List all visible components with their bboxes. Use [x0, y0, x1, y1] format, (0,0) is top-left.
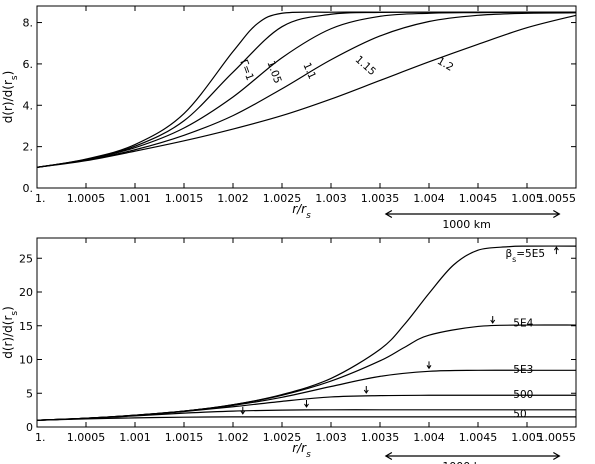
- plot-frame: [36, 5, 577, 189]
- x-tick-label: 1.003: [315, 192, 347, 205]
- x-tick-label: 1.0005: [67, 192, 106, 205]
- x-tick-label: 1.0055: [538, 431, 577, 444]
- x-tick-label: 1.0055: [538, 192, 577, 205]
- y-tick-label: 20: [19, 286, 33, 299]
- y-tick-label: 0: [26, 421, 33, 434]
- x-axis-label: r/rs: [292, 441, 311, 460]
- series-label: 1.1: [300, 61, 318, 81]
- series-line: [36, 416, 576, 421]
- x-tick-label: 1.004: [413, 431, 445, 444]
- series-label: 50: [513, 409, 526, 421]
- y-tick-label: 5: [26, 387, 33, 400]
- series-label: 1.2: [435, 55, 455, 74]
- y-tick-label: 4.: [23, 99, 34, 112]
- x-tick-label: 1.: [35, 431, 46, 444]
- x-tick-label: 1.0015: [165, 431, 204, 444]
- x-tick-label: 1.001: [119, 192, 151, 205]
- scale-bar-label: 1000 km: [442, 460, 491, 464]
- series-line: [36, 11, 577, 168]
- x-tick-label: 1.0005: [67, 431, 106, 444]
- x-tick-label: 1.003: [315, 431, 347, 444]
- series-line: [36, 409, 576, 421]
- marker-arrow-head: [240, 410, 246, 415]
- y-tick-label: 25: [19, 252, 33, 265]
- series-line: [36, 12, 577, 168]
- series-line: [36, 11, 576, 168]
- marker-arrow-head: [553, 246, 559, 251]
- x-tick-label: 1.: [35, 192, 46, 205]
- x-tick-label: 1.0045: [459, 431, 498, 444]
- x-tick-label: 1.004: [413, 192, 445, 205]
- scale-bar-arrow-right: [553, 209, 561, 219]
- marker-arrow-head: [490, 319, 496, 324]
- x-tick-label: 1.001: [119, 431, 151, 444]
- series-label: 1.15: [353, 54, 378, 79]
- x-tick-label: 1.0025: [263, 192, 302, 205]
- series-line: [36, 14, 577, 168]
- plot-frame: [36, 237, 577, 428]
- series-label: 5E3: [513, 364, 533, 376]
- marker-arrow-head: [363, 389, 369, 394]
- y-tick-label: 0.: [23, 182, 34, 195]
- x-tick-label: 1.002: [217, 431, 249, 444]
- y-tick-label: 2.: [23, 141, 34, 154]
- x-tick-label: 1.005: [511, 192, 543, 205]
- top-chart-panel: 1. 1.0005 1.001 1.0015 1.002 1.0025 1.003 1.003…: [1, 5, 577, 231]
- series-line: [36, 245, 577, 421]
- y-axis-label: d(r)/d(rs): [1, 306, 20, 359]
- x-tick-label: 1.0025: [263, 431, 302, 444]
- marker-arrow-head: [304, 403, 309, 408]
- x-tick-label: 1.005: [511, 431, 543, 444]
- bottom-chart-panel: 1. 1.0005 1.001 1.0015 1.002 1.0025 1.003 1.003…: [1, 237, 577, 464]
- series-label: 500: [513, 389, 533, 401]
- y-axis-label: d(r)/d(rs): [1, 71, 20, 124]
- y-tick-label: 15: [19, 320, 33, 333]
- series-label: 5E4: [513, 317, 533, 329]
- scale-bar-arrow-left: [384, 451, 393, 461]
- scale-bar-label: 1000 km: [442, 218, 491, 231]
- series-line: [36, 11, 576, 168]
- x-tick-label: 1.0045: [459, 192, 498, 205]
- scale-bar-arrow-left: [384, 209, 393, 219]
- marker-arrow-head: [426, 365, 432, 370]
- x-axis-label: r/rs: [292, 202, 311, 221]
- series-label: βs=5E5: [505, 248, 545, 264]
- scale-bar-arrow-right: [553, 451, 561, 461]
- y-tick-label: 10: [19, 354, 33, 367]
- x-tick-label: 1.0015: [165, 192, 204, 205]
- y-tick-label: 8.: [23, 17, 34, 30]
- x-tick-label: 1.002: [217, 192, 249, 205]
- x-tick-label: 1.0035: [361, 431, 400, 444]
- series-label: Γ=1: [237, 58, 256, 82]
- x-tick-label: 1.0035: [361, 192, 400, 205]
- y-tick-label: 6.: [23, 58, 34, 71]
